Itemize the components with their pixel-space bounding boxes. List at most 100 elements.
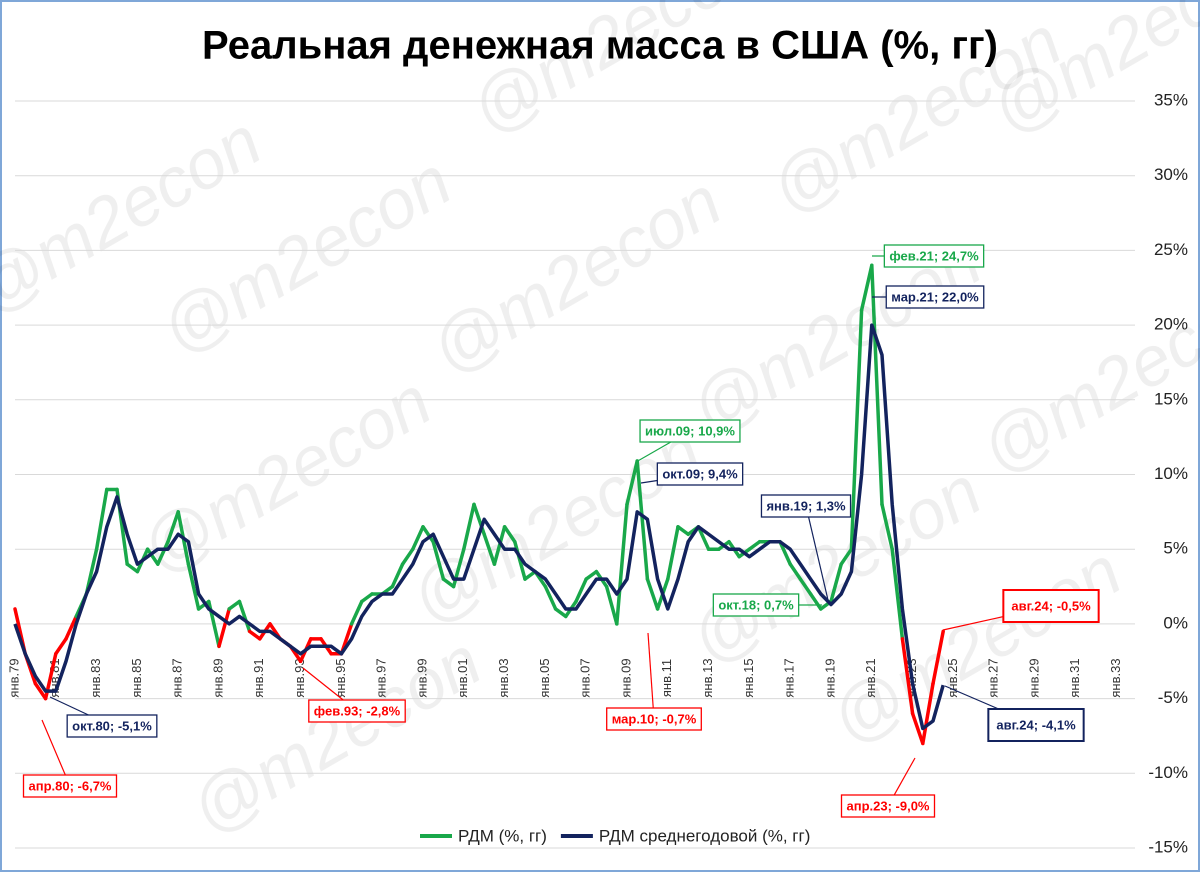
annotation-box	[760, 494, 852, 518]
y-tick-label: 35%	[1154, 90, 1188, 109]
x-tick-label: янв.91	[251, 658, 266, 697]
line-segment	[625, 459, 639, 507]
line-segment	[543, 584, 558, 611]
x-tick-label: янв.15	[741, 658, 756, 697]
y-tick-label: 10%	[1154, 464, 1188, 483]
annotation-box	[840, 794, 936, 818]
line-segment	[166, 510, 180, 544]
x-tick-label: янв.21	[863, 658, 878, 697]
legend-label: РДМ (%, гг)	[458, 826, 547, 845]
annotation-box	[22, 774, 118, 798]
annotation-text: июл.09; 10,9%	[645, 423, 735, 438]
legend: РДМ (%, гг) РДМ среднегодовой (%, гг)	[420, 826, 810, 845]
line-segment	[931, 629, 945, 686]
x-tick-label: янв.01	[455, 658, 470, 697]
legend-label: РДМ среднегодовой (%, гг)	[599, 826, 810, 845]
line-segment	[839, 547, 854, 566]
line-segment	[492, 525, 507, 566]
annotation: фев.21; 24,7%	[883, 244, 985, 268]
line-segment	[696, 525, 711, 551]
line-segment	[574, 577, 588, 604]
line-segment	[808, 592, 823, 611]
y-tick-label: -10%	[1148, 763, 1188, 782]
x-tick-label: янв.79	[6, 658, 21, 697]
x-tick-label: янв.89	[210, 658, 225, 697]
y-tick-label: -15%	[1148, 837, 1188, 856]
annotation-box	[308, 699, 406, 723]
watermark: @m2econ	[458, 0, 774, 149]
line-segment	[33, 681, 48, 701]
line-segment	[411, 525, 425, 551]
annotation-leader	[647, 632, 655, 720]
line-segment	[798, 577, 813, 596]
line-segment	[666, 525, 680, 581]
line-segment	[829, 562, 843, 604]
line-segment	[859, 263, 874, 312]
line-segment	[890, 547, 905, 641]
annotation-box	[712, 593, 800, 617]
y-tick-label: 5%	[1163, 539, 1188, 558]
y-tick-label: 20%	[1154, 315, 1188, 334]
line-segment	[615, 502, 629, 626]
line-segment	[94, 487, 109, 551]
line-segment	[778, 539, 792, 566]
annotation-box	[66, 714, 158, 738]
y-tick-label: 30%	[1154, 165, 1188, 184]
x-tick-label: янв.09	[618, 658, 633, 697]
line-segment	[237, 599, 252, 634]
annotation-text: окт.18; 0,7%	[718, 597, 794, 612]
annotation-text: фев.21; 24,7%	[889, 248, 979, 263]
annotation-box	[656, 462, 744, 486]
line-segment	[604, 584, 619, 626]
annotation-text: мар.10; -0,7%	[612, 711, 697, 726]
annotation: окт.09; 9,4%	[656, 462, 744, 486]
x-tick-label: янв.03	[496, 658, 511, 697]
line-segment	[125, 562, 140, 574]
watermark: @m2econ	[128, 361, 444, 589]
line-segment	[145, 547, 160, 566]
annotation: мар.10; -0,7%	[606, 707, 702, 731]
annotation-box	[1002, 589, 1100, 623]
annotation-leader	[805, 505, 829, 601]
annotation-text: фев.93; -2,8%	[314, 703, 401, 718]
line-segment	[390, 562, 405, 589]
x-tick-label: янв.31	[1067, 658, 1082, 697]
line-segment	[196, 599, 211, 611]
annotation-text: мар.21; 22,0%	[891, 289, 979, 304]
line-segment	[54, 637, 68, 656]
x-tick-label: янв.07	[578, 658, 593, 697]
x-tick-label: янв.93	[292, 658, 307, 697]
line-segment	[247, 629, 262, 641]
line-segment	[635, 459, 650, 581]
line-segment	[676, 525, 690, 537]
line-segment	[502, 525, 517, 544]
line-segment	[360, 592, 374, 604]
line-segment	[186, 562, 201, 611]
line-segment	[880, 502, 894, 551]
annotation: апр.23; -9,0%	[840, 794, 936, 818]
watermark: @m2econ	[178, 621, 494, 849]
y-tick-label: 25%	[1154, 240, 1188, 259]
x-tick-label: янв.97	[374, 658, 389, 697]
annotation-box	[987, 708, 1085, 742]
annotation: мар.21; 22,0%	[885, 285, 985, 309]
annotation: фев.93; -2,8%	[308, 699, 406, 723]
annotation-box	[883, 244, 985, 268]
x-tick-label: янв.29	[1026, 658, 1041, 697]
line-segment	[849, 308, 864, 551]
y-tick-label: 15%	[1154, 389, 1188, 408]
y-tick-label: -5%	[1158, 688, 1188, 707]
annotation: июл.09; 10,9%	[639, 419, 741, 443]
line-segment	[553, 607, 568, 619]
line-segment	[747, 539, 762, 551]
line-segment	[349, 599, 364, 626]
line-segment	[156, 539, 170, 566]
x-tick-label: янв.83	[88, 658, 103, 697]
watermark: @m2econ	[968, 261, 1200, 489]
annotation-box	[885, 285, 985, 309]
line-segment	[788, 562, 803, 581]
annotation-text: апр.80; -6,7%	[29, 778, 112, 793]
annotation-box	[639, 419, 741, 443]
series-line	[13, 323, 945, 731]
